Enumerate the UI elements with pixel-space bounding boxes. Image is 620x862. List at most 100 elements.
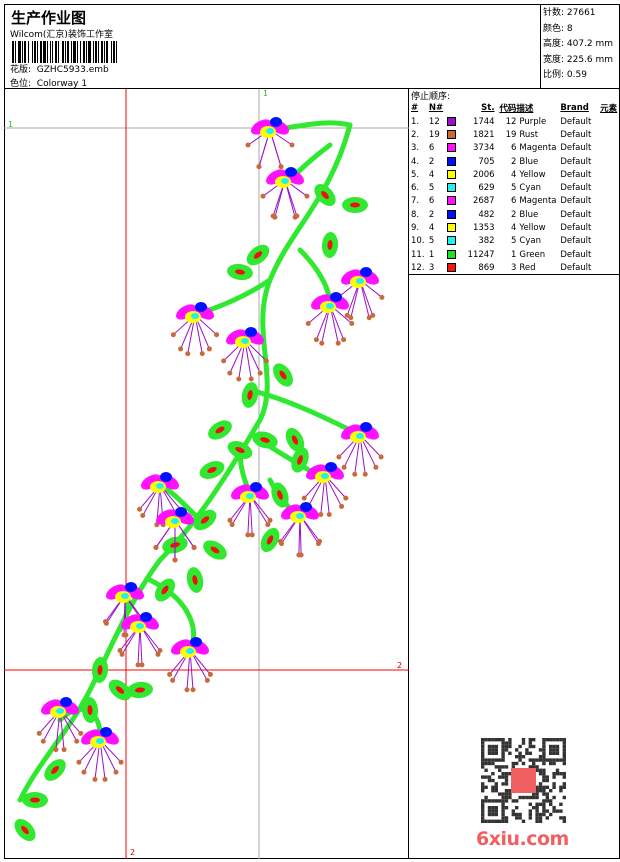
colorway-label: 色位:: [10, 79, 31, 89]
fuchsia-flower: [306, 291, 355, 345]
leaf: [239, 381, 260, 410]
table-row: 1. 12 1744 12 Purple Default: [411, 115, 620, 128]
color-code: 6: [495, 142, 517, 155]
needle-number: 12: [429, 115, 447, 128]
leaf: [185, 566, 206, 595]
qr-code: [481, 738, 566, 823]
needle-number: 3: [429, 261, 447, 274]
color-code: 5: [495, 181, 517, 194]
fuchsia-flower: [37, 696, 83, 752]
stitch-count: 2006: [463, 168, 495, 181]
table-row: 12. 3 869 3 Red Default: [411, 261, 620, 274]
stitch-count: 3734: [463, 142, 495, 155]
leaf: [205, 416, 236, 443]
colorway: 色位: Colorway 1: [10, 76, 87, 89]
brand: Default: [560, 235, 600, 248]
color-description: Cyan: [516, 181, 560, 194]
design-label: 花版:: [10, 65, 31, 75]
design-preview: 1 1 2 2: [4, 89, 409, 859]
brand: Default: [560, 248, 600, 261]
color-description: Blue: [516, 155, 560, 168]
brand: Default: [560, 128, 600, 141]
row-index: 9.: [411, 221, 429, 234]
brand: Default: [560, 155, 600, 168]
color-description: Yellow: [516, 221, 560, 234]
table-row: 10. 5 382 5 Cyan Default: [411, 235, 620, 248]
row-index: 4.: [411, 155, 429, 168]
column-header: 代码: [495, 101, 517, 115]
color-code: 12: [495, 115, 517, 128]
color-code: 5: [495, 235, 517, 248]
color-description: Magenta: [516, 142, 560, 155]
stitch-count: 1821: [463, 128, 495, 141]
page-title: 生产作业图: [11, 7, 86, 28]
stem: [250, 390, 360, 435]
color-code: 6: [495, 195, 517, 208]
fuchsia-flower: [336, 421, 383, 476]
stats-box: 针数: 27661 颜色: 8 高度: 407.2 mm 宽度: 225.6 m…: [540, 4, 620, 89]
row-index: 5.: [411, 168, 429, 181]
brand: Default: [560, 168, 600, 181]
needle-number: 5: [429, 235, 447, 248]
color-swatch: [447, 196, 456, 205]
leaf: [200, 536, 231, 563]
table-row: 4. 2 705 2 Blue Default: [411, 155, 620, 168]
design-scale: 比例: 0.59: [543, 68, 620, 84]
fuchsia-flower: [336, 266, 385, 320]
needle-number: 1: [429, 248, 447, 261]
column-header: Brand: [560, 101, 600, 115]
color-description: Yellow: [516, 168, 560, 181]
color-swatch: [447, 210, 456, 219]
color-code: 19: [495, 128, 517, 141]
color-swatch: [447, 170, 456, 179]
color-swatch: [447, 250, 456, 259]
color-swatch: [447, 223, 456, 232]
leaf: [243, 241, 273, 270]
fuchsia-flower: [278, 501, 322, 557]
stitch-count: 705: [463, 155, 495, 168]
brand: Default: [560, 115, 600, 128]
color-swatch: [447, 157, 456, 166]
leaf: [10, 815, 39, 845]
table-row: 6. 5 629 5 Cyan Default: [411, 181, 620, 194]
color-swatch: [447, 130, 456, 139]
fuchsia-flower: [261, 166, 310, 219]
table-row: 2. 19 1821 19 Rust Default: [411, 128, 620, 141]
brand: Default: [560, 181, 600, 194]
design-value: GZHC5933.emb: [37, 65, 109, 75]
brand: Default: [560, 195, 600, 208]
guide-label: 2: [397, 661, 402, 670]
table-row: 5. 4 2006 4 Yellow Default: [411, 168, 620, 181]
vine-stems: [20, 123, 360, 800]
color-code: 2: [495, 155, 517, 168]
brand: Default: [560, 142, 600, 155]
guide-label: 2: [130, 848, 135, 857]
colorway-value: Colorway 1: [37, 79, 87, 89]
leaf: [321, 231, 339, 258]
leaf: [226, 262, 254, 281]
column-header: [447, 101, 463, 115]
header: 生产作业图 Wilcom(汇京)装饰工作室 花版: GZHC5933.emb 色…: [4, 4, 620, 89]
brand: Default: [560, 208, 600, 221]
column-header: 元素: [600, 101, 620, 115]
color-description: Purple: [516, 115, 560, 128]
fuchsia-flower: [153, 506, 196, 562]
color-description: Magenta: [516, 195, 560, 208]
column-header: N#: [429, 101, 447, 115]
needle-number: 2: [429, 155, 447, 168]
fuchsia-flower: [76, 726, 123, 782]
brand: Default: [560, 221, 600, 234]
row-index: 1.: [411, 115, 429, 128]
color-code: 1: [495, 248, 517, 261]
color-description: Cyan: [516, 235, 560, 248]
fuchsia-flower: [246, 116, 295, 169]
color-code: 3: [495, 261, 517, 274]
color-description: Rust: [516, 128, 560, 141]
color-code: 2: [495, 208, 517, 221]
color-description: Red: [516, 261, 560, 274]
color-code: 4: [495, 221, 517, 234]
column-header: St.: [463, 101, 495, 115]
design-width: 宽度: 225.6 mm: [543, 53, 620, 69]
color-swatch: [447, 183, 456, 192]
row-index: 11.: [411, 248, 429, 261]
